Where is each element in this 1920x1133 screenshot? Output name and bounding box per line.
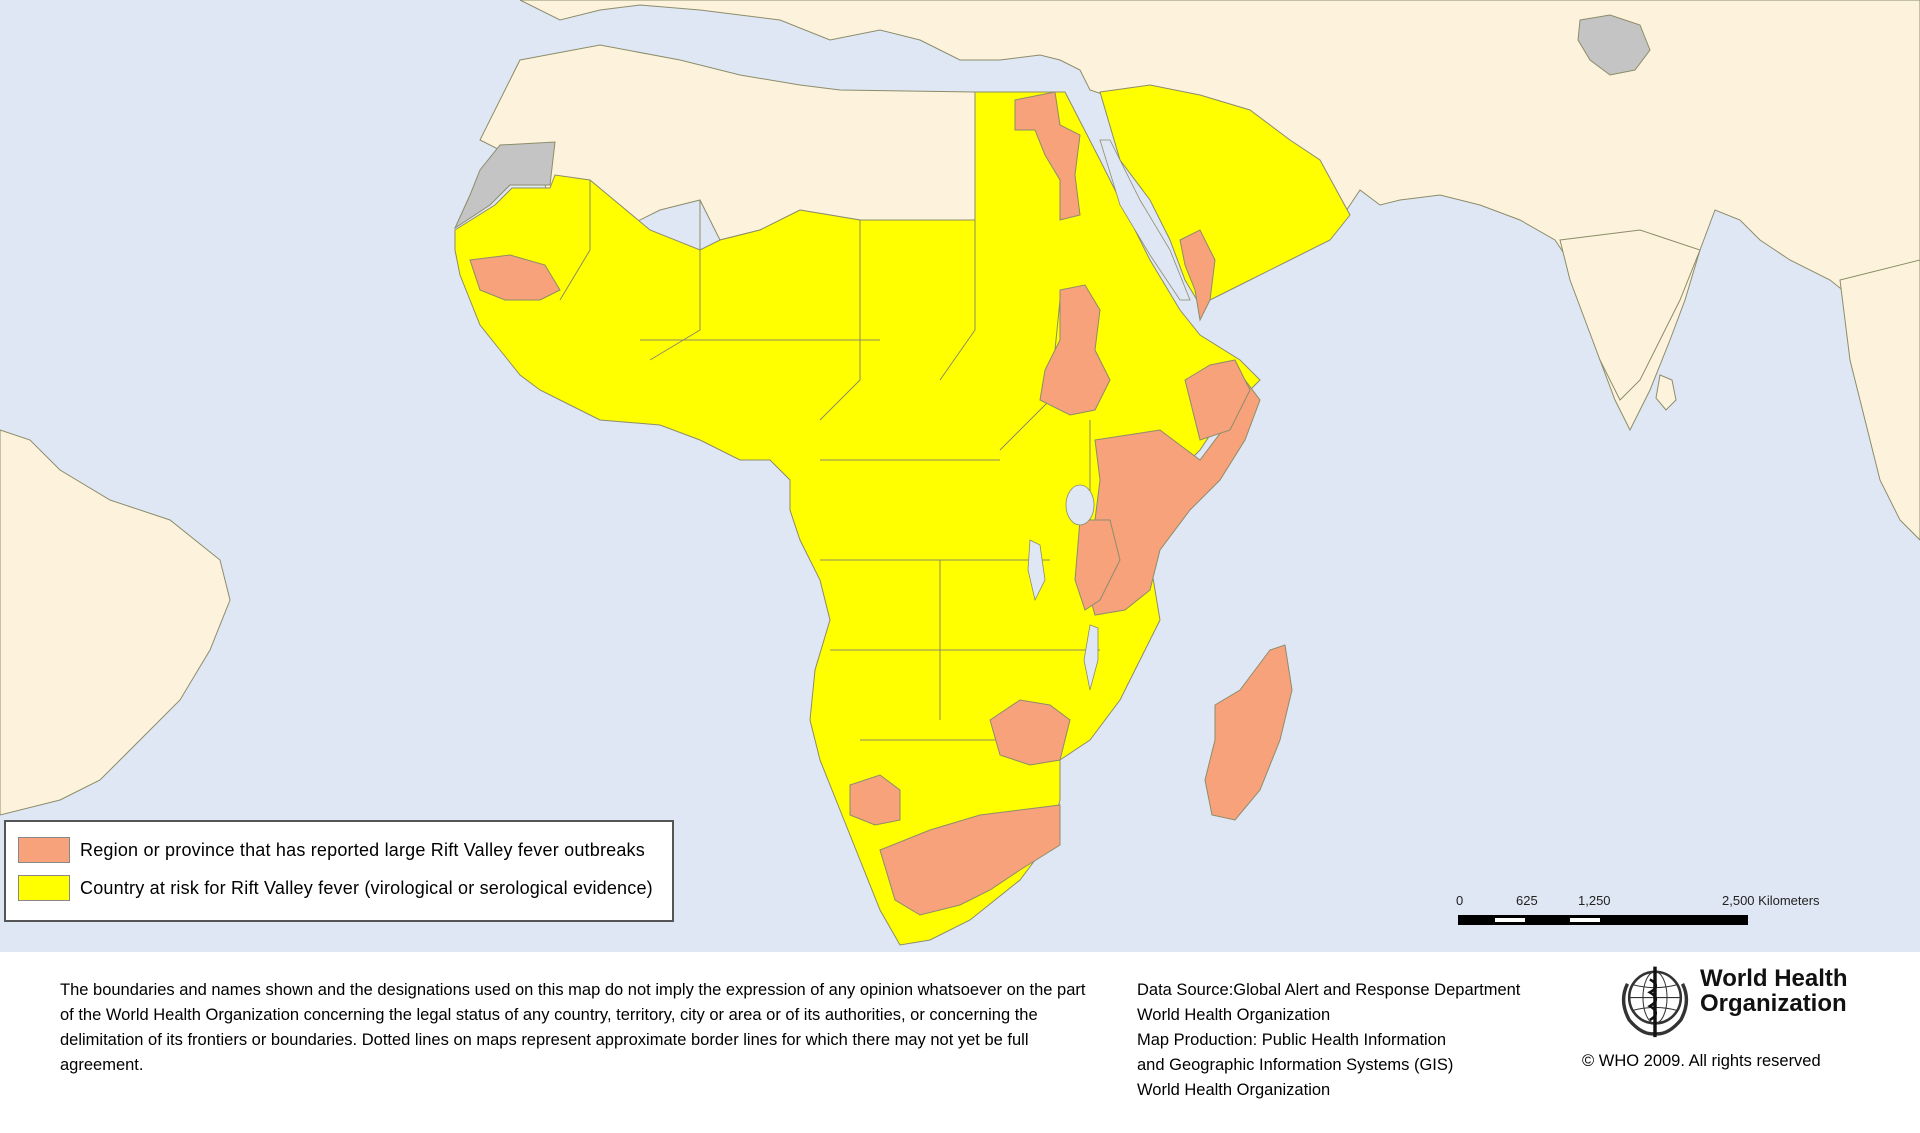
legend-label-outbreak: Region or province that has reported lar…: [80, 839, 645, 860]
legend-swatch-outbreak: [18, 837, 70, 863]
region-outbreak-egypt: [1014, 91, 1081, 221]
region-at-risk-arabia: [1099, 84, 1351, 306]
red-sea: [1099, 139, 1191, 301]
who-organization-name: World Health Organization: [1700, 966, 1848, 1016]
map-legend: Region or province that has reported lar…: [4, 820, 674, 922]
region-outbreak-tanzania-north: [1074, 519, 1121, 611]
region-outbreak-namibia: [849, 774, 901, 826]
region-outbreak-zambia-zimbabwe: [989, 699, 1071, 766]
land-india: [1559, 229, 1701, 401]
data-source-block: Data Source:Global Alert and Response De…: [1137, 978, 1577, 1103]
legend-item-at-risk: Country at risk for Rift Valley fever (v…: [18, 874, 653, 902]
region-outbreak-sudan: [1039, 284, 1111, 416]
who-emblem-icon: [1621, 966, 1689, 1038]
source-line: and Geographic Information Systems (GIS): [1137, 1056, 1454, 1074]
scale-tick-1250: 1,250: [1578, 893, 1611, 908]
land-eurasia: [519, 0, 1920, 432]
legend-item-outbreak: Region or province that has reported lar…: [18, 836, 645, 864]
source-line: World Health Organization: [1137, 1006, 1331, 1024]
disclaimer-text: The boundaries and names shown and the d…: [60, 981, 1086, 1074]
land-southeast-asia: [1839, 259, 1920, 541]
land-south-america: [0, 429, 231, 816]
who-name-line1: World Health: [1700, 965, 1848, 992]
map: [0, 0, 1920, 952]
disputed-area-kashmir: [1577, 14, 1651, 76]
region-outbreak-south-africa: [879, 804, 1061, 916]
source-line: World Health Organization: [1137, 1081, 1331, 1099]
who-name-line2: Organization: [1700, 990, 1847, 1017]
disputed-area-western-sahara: [453, 141, 556, 230]
region-outbreak-yemen-saudi: [1179, 229, 1216, 322]
copyright-text: © WHO 2009. All rights reserved: [1582, 1052, 1821, 1070]
region-outbreak-madagascar: [1204, 644, 1293, 821]
scale-segment: [1495, 918, 1525, 922]
scale-bar-graphic: [1458, 915, 1748, 925]
scale-bar: 0 625 1,250 2,500 Kilometers: [1450, 893, 1850, 933]
land-sri-lanka: [1655, 374, 1677, 411]
source-line: Data Source:Global Alert and Response De…: [1137, 981, 1521, 999]
outbreak-regions: [469, 91, 1261, 916]
scale-tick-0: 0: [1456, 893, 1464, 908]
lakes: [1027, 484, 1099, 691]
scale-tick-625: 625: [1516, 893, 1538, 908]
region-outbreak-somalia: [1184, 359, 1251, 441]
scale-segment: [1570, 918, 1600, 922]
region-outbreak-senegal-mauritania: [469, 254, 561, 301]
scale-tick-2500: 2,500 Kilometers: [1722, 893, 1820, 908]
legend-swatch-at-risk: [18, 875, 70, 901]
source-line: Map Production: Public Health Informatio…: [1137, 1031, 1447, 1049]
legend-label-at-risk: Country at risk for Rift Valley fever (v…: [80, 877, 653, 898]
